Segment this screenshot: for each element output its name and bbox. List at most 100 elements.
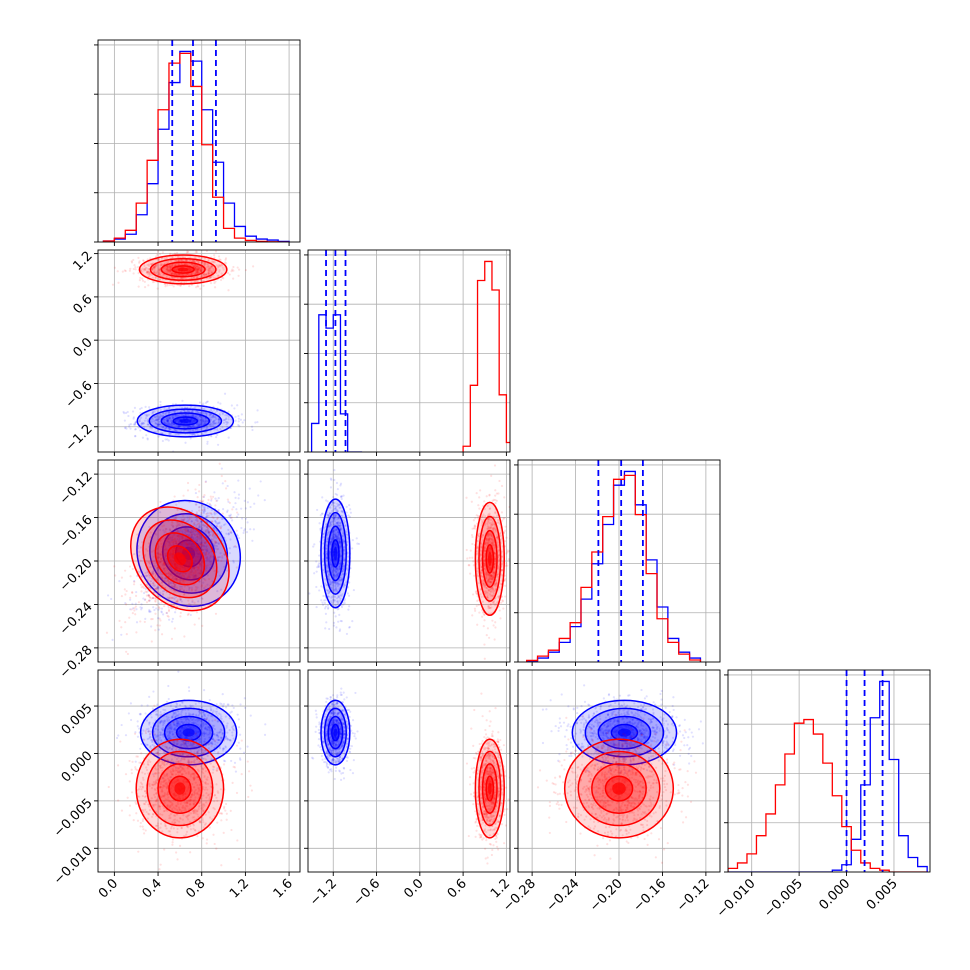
scatter-point (196, 555, 199, 558)
scatter-point (145, 601, 149, 604)
scatter-point (173, 528, 177, 531)
scatter-point (160, 426, 163, 429)
scatter-point (167, 580, 170, 583)
scatter-point (173, 547, 176, 550)
scatter-point (170, 272, 173, 275)
scatter-point (145, 548, 148, 551)
scatter-point (185, 259, 188, 262)
scatter-point (148, 576, 151, 579)
scatter-point (174, 542, 178, 545)
scatter-point (193, 280, 196, 284)
scatter-point (153, 565, 157, 568)
scatter-point (178, 425, 181, 428)
scatter-point (194, 574, 197, 577)
scatter-point (181, 566, 185, 569)
scatter-point (229, 530, 232, 533)
scatter-point (131, 607, 135, 610)
scatter-point (219, 555, 222, 559)
scatter-point (154, 264, 157, 268)
scatter-point (184, 273, 187, 276)
scatter-point (208, 266, 211, 269)
scatter-point (139, 620, 142, 623)
scatter-point (212, 526, 216, 529)
scatter-point (178, 567, 181, 571)
scatter-point (182, 518, 185, 522)
scatter-point (194, 559, 197, 563)
scatter-point (320, 512, 324, 515)
scatter-point (345, 632, 349, 636)
scatter-point (193, 567, 196, 570)
scatter-point (206, 555, 209, 559)
scatter-point (203, 273, 206, 276)
scatter-point (153, 591, 156, 594)
scatter-point (160, 424, 163, 427)
scatter-point (175, 578, 179, 581)
scatter-point (150, 273, 153, 277)
scatter-point (178, 274, 181, 277)
scatter-point (180, 525, 183, 528)
scatter-point (153, 410, 156, 413)
scatter-point (197, 567, 201, 570)
scatter-point (198, 266, 201, 269)
scatter-point (201, 418, 204, 421)
scatter-point (494, 489, 497, 492)
scatter-point (147, 271, 150, 274)
scatter-point (139, 276, 142, 279)
scatter-point (181, 573, 184, 576)
scatter-point (212, 422, 215, 426)
scatter-point (160, 559, 163, 562)
scatter-point (171, 569, 174, 572)
scatter-point (188, 516, 191, 519)
scatter-point (193, 521, 196, 525)
scatter-point (346, 592, 349, 595)
scatter-point (250, 425, 254, 428)
scatter-point (135, 631, 138, 634)
scatter-point (217, 556, 220, 559)
scatter-point (171, 535, 174, 538)
scatter-point (334, 563, 337, 566)
scatter-point (176, 521, 180, 524)
scatter-point (156, 423, 160, 426)
scatter-point (169, 269, 172, 272)
scatter-point (199, 269, 203, 272)
scatter-point (220, 588, 223, 591)
scatter-point (156, 415, 159, 418)
scatter-point (179, 547, 182, 550)
scatter-point (217, 422, 220, 425)
scatter-point (230, 418, 233, 421)
scatter-point (228, 273, 231, 276)
scatter-point (151, 582, 154, 585)
scatter-point (189, 531, 192, 534)
scatter-point (163, 421, 166, 425)
scatter-point (129, 608, 132, 611)
scatter-point (170, 596, 174, 599)
scatter-point (207, 529, 210, 532)
scatter-point (213, 534, 217, 538)
scatter-point (157, 422, 160, 426)
scatter-point (195, 268, 198, 271)
scatter-point (172, 540, 175, 544)
scatter-point (158, 272, 161, 275)
scatter-point (158, 416, 161, 419)
scatter-point (190, 425, 193, 428)
scatter-point (191, 433, 194, 436)
scatter-point (177, 564, 180, 567)
scatter-point (155, 598, 158, 601)
scatter-point (207, 530, 210, 533)
scatter-point (145, 574, 148, 577)
scatter-point (164, 438, 167, 441)
scatter-point (195, 251, 199, 254)
scatter-point (146, 263, 149, 267)
blue-series-density (179, 418, 192, 423)
scatter-point (190, 545, 193, 548)
scatter-point (190, 529, 194, 532)
scatter-point (187, 414, 190, 417)
scatter-point (209, 270, 212, 273)
scatter-point (157, 273, 160, 277)
scatter-point (167, 537, 170, 541)
scatter-point (194, 266, 197, 270)
scatter-point (166, 419, 169, 423)
scatter-point (200, 535, 203, 539)
scatter-point (207, 269, 210, 272)
scatter-point (227, 528, 230, 531)
